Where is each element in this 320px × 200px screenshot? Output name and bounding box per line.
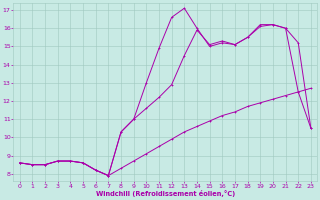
X-axis label: Windchill (Refroidissement éolien,°C): Windchill (Refroidissement éolien,°C) [96,190,235,197]
